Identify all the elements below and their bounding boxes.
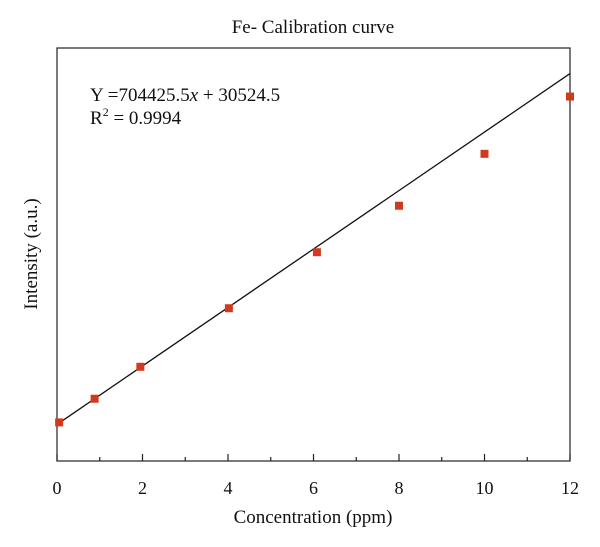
data-point [312,248,321,257]
fit-equation: Y =704425.5x + 30524.5 [90,85,280,106]
x-axis-label: Concentration (ppm) [234,507,393,528]
data-points [55,92,574,427]
x-tick-label: 10 [476,478,494,498]
data-point [480,149,489,158]
data-point [136,362,145,371]
y-axis-label: Intensity (a.u.) [21,198,42,309]
x-tick-label: 2 [138,478,147,498]
data-point [90,394,99,403]
x-tick-label: 0 [53,478,62,498]
x-tick-label: 12 [561,478,579,498]
data-point [395,201,403,210]
x-axis-ticks [56,454,571,461]
data-point [55,418,64,427]
r-squared: R2 = 0.9994 [90,105,182,129]
chart-title: Fe- Calibration curve [232,17,395,38]
data-point [224,304,233,313]
x-tick-label: 4 [224,478,233,498]
data-point [566,92,574,101]
x-tick-label: 6 [309,478,318,498]
x-axis-tick-labels: 0 2 4 6 8 10 12 [53,478,580,498]
x-tick-label: 8 [395,478,404,498]
